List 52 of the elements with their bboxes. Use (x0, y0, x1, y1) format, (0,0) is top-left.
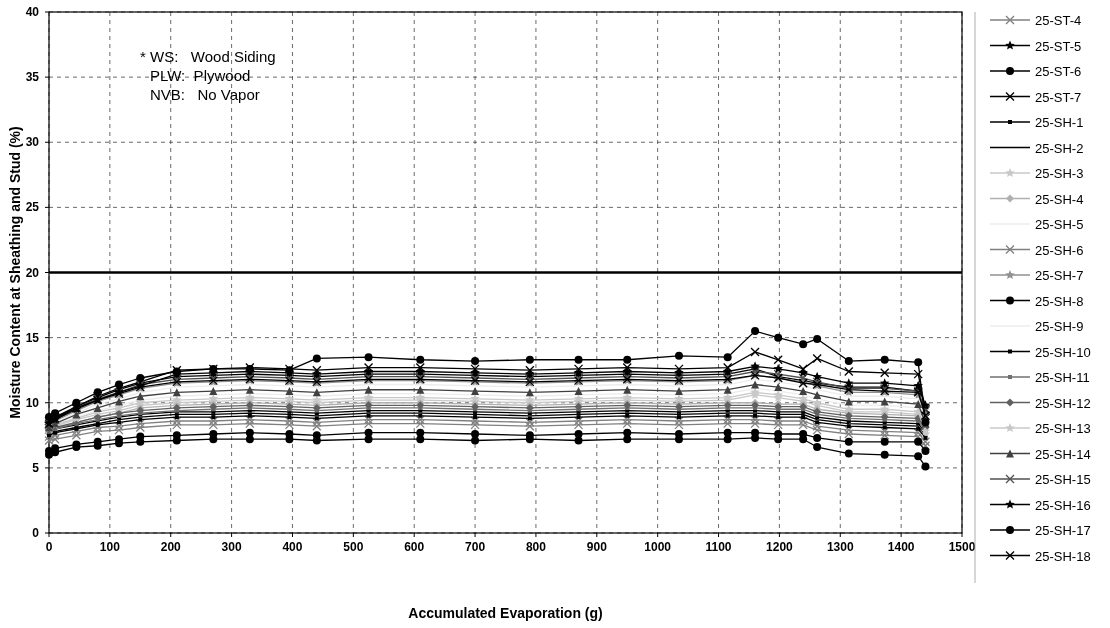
x-tick-label: 0 (45, 540, 53, 554)
legend-label: 25-SH-5 (1035, 217, 1084, 232)
x-tick-label: 1500 (948, 540, 976, 554)
x-tick-label: 1000 (644, 540, 672, 554)
annotation: NVB: No Vapor (150, 86, 260, 103)
y-tick-label: 40 (25, 5, 40, 19)
legend-label: 25-SH-1 (1035, 115, 1084, 130)
x-tick-label: 700 (465, 540, 486, 554)
legend-label: 25-SH-15 (1035, 472, 1091, 487)
y-tick-label: 20 (25, 265, 40, 280)
annotation: * WS: Wood Siding (140, 48, 276, 65)
x-tick-label: 300 (221, 540, 242, 554)
legend-label: 25-SH-7 (1035, 268, 1084, 283)
legend-label: 25-SH-9 (1035, 319, 1084, 334)
x-tick-label: 600 (404, 540, 425, 554)
legend-label: 25-SH-17 (1035, 523, 1091, 538)
legend-label: 25-SH-8 (1035, 293, 1084, 309)
y-tick-label: 15 (25, 330, 40, 345)
y-tick-label: 10 (25, 395, 40, 410)
legend-label: 25-SH-2 (1035, 140, 1084, 156)
x-tick-label: 1200 (766, 540, 794, 554)
legend-label: 25-SH-13 (1035, 421, 1091, 436)
x-tick-label: 900 (586, 540, 608, 554)
y-tick-label: 25 (25, 200, 40, 215)
legend-label: 25-ST-4 (1035, 13, 1082, 28)
legend-label: 25-SH-4 (1035, 191, 1084, 207)
legend-label: 25-SH-3 (1035, 166, 1084, 181)
x-tick-label: 1400 (887, 540, 915, 554)
x-tick-label: 500 (343, 540, 364, 554)
x-axis-title: Accumulated Evaporation (g) (408, 605, 603, 621)
legend-label: 25-ST-6 (1035, 64, 1082, 79)
legend-label: 25-SH-6 (1035, 242, 1084, 258)
x-tick-label: 1100 (705, 540, 732, 554)
x-tick-label: 100 (99, 540, 121, 554)
y-tick-label: 35 (25, 70, 40, 85)
y-tick-label: 5 (32, 460, 40, 475)
legend-label: 25-SH-12 (1035, 395, 1091, 411)
x-tick-label: 1300 (826, 540, 854, 554)
x-tick-label: 800 (525, 540, 547, 554)
y-tick-label: 30 (25, 135, 40, 150)
x-tick-label: 200 (160, 540, 182, 554)
y-axis-title: Moisture Content at Sheathing and Stud (%) (7, 126, 23, 419)
legend-label: 25-SH-18 (1035, 548, 1091, 564)
legend-label: 25-SH-10 (1035, 344, 1091, 360)
y-tick-label: 0 (32, 526, 40, 540)
legend-label: 25-ST-7 (1035, 89, 1082, 105)
legend-label: 25-SH-16 (1035, 497, 1091, 513)
annotation: PLW: Plywood (150, 67, 251, 84)
legend-label: 25-SH-11 (1035, 370, 1090, 385)
legend-label: 25-ST-5 (1035, 38, 1082, 54)
x-tick-label: 400 (282, 540, 303, 554)
legend-label: 25-SH-14 (1035, 446, 1091, 462)
